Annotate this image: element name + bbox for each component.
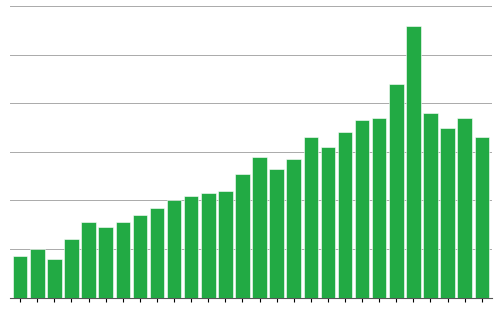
Bar [201, 193, 216, 298]
Bar [286, 159, 301, 298]
Bar [304, 137, 318, 298]
Bar [82, 222, 96, 298]
Bar [98, 227, 113, 298]
Bar [252, 157, 267, 298]
Bar [218, 191, 233, 298]
Bar [389, 84, 404, 298]
Bar [30, 249, 45, 298]
Bar [150, 208, 164, 298]
Bar [167, 201, 181, 298]
Bar [475, 137, 489, 298]
Bar [423, 113, 438, 298]
Bar [338, 132, 352, 298]
Bar [115, 222, 130, 298]
Bar [184, 196, 198, 298]
Bar [235, 174, 249, 298]
Bar [64, 239, 79, 298]
Bar [47, 259, 62, 298]
Bar [321, 147, 335, 298]
Bar [269, 169, 284, 298]
Bar [440, 128, 455, 298]
Bar [133, 215, 147, 298]
Bar [355, 120, 369, 298]
Bar [457, 118, 472, 298]
Bar [13, 256, 27, 298]
Bar [372, 118, 387, 298]
Bar [406, 26, 420, 298]
